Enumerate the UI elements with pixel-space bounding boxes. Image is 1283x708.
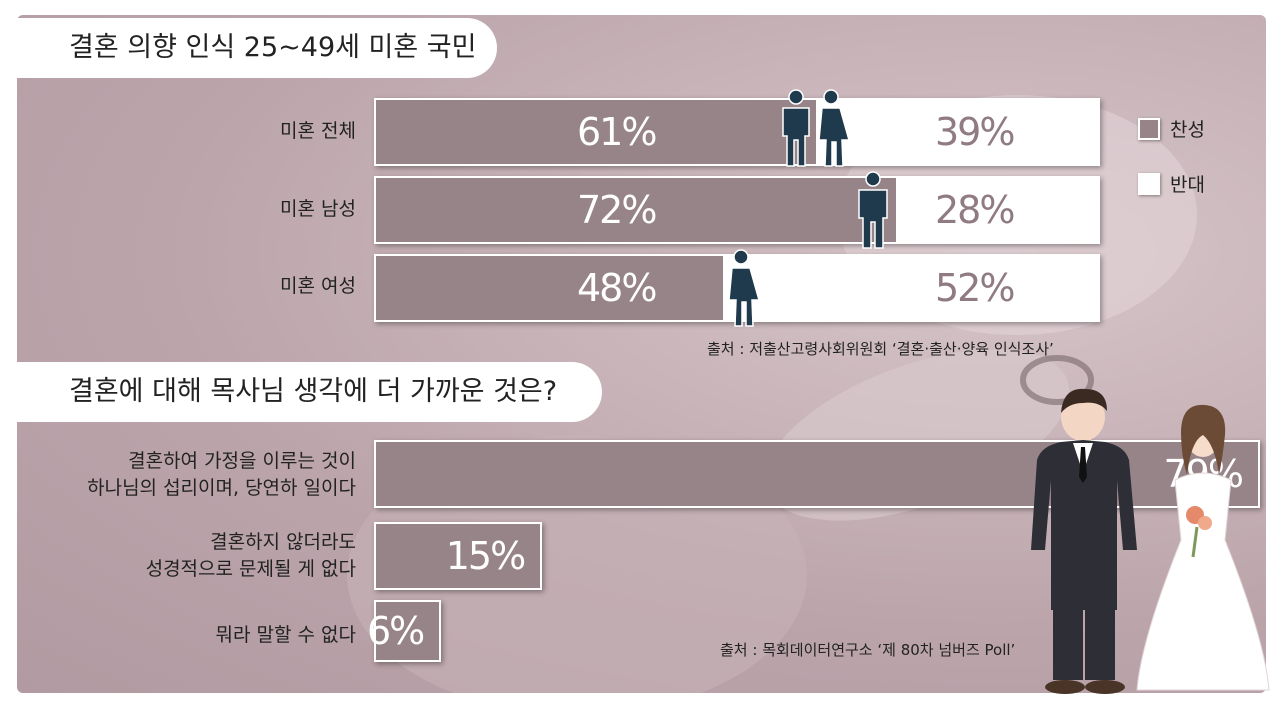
data-label-1: 15% [445,534,526,578]
row-label-providence-line1: 결혼하여 가정을 이루는 것이 [128,450,356,472]
bar-fill-1 [376,524,541,588]
legend-label-agree: 찬성 [1170,119,1205,141]
bar-fill-2 [376,602,440,660]
bar-1 [374,522,543,590]
woman-icon [728,249,760,327]
row-label-providence: 결혼하여 가정을 이루는 것이 하나님의 섭리이며, 당연하 일이다 [60,448,356,502]
stacked-bar-0 [374,98,1100,166]
section1-title: 결혼 의향 인식 25~49세 미혼 국민 [17,18,497,78]
bar-segment-disagree-0 [816,100,1098,164]
data-label-agree-1: 72% [577,188,657,232]
row-label-no-problem-line2: 성경적으로 문제될 게 없다 [145,558,356,580]
section2-title: 결혼에 대해 목사님 생각에 더 가까운 것은? [17,362,602,422]
man-icon [858,171,888,249]
data-label-disagree-2: 52% [935,266,1015,310]
section1-source: 출처 : 저출산고령사회위원회 ‘결혼·출산·양육 인식조사’ [707,340,1054,358]
data-label-agree-2: 48% [577,266,657,310]
row-label-total: 미혼 전체 [280,120,356,142]
row-label-undecided-line1: 뭐라 말할 수 없다 [215,624,356,646]
bar-2 [374,600,442,662]
row-label-men: 미혼 남성 [280,198,356,220]
data-label-disagree-1: 28% [935,188,1015,232]
legend-swatch-agree [1138,118,1160,140]
data-label-2: 6% [366,609,425,653]
bar-segment-disagree-1 [895,178,1098,242]
section2-source: 출처 : 목회데이터연구소 ‘제 80차 넘버즈 Poll’ [720,641,1016,659]
bar-segment-agree-1 [376,178,896,242]
data-label-disagree-0: 39% [935,110,1015,154]
bar-segment-disagree-2 [722,256,1098,320]
row-label-no-problem-line1: 결혼하지 않더라도 [210,531,356,553]
man-woman-icon [782,89,850,167]
wedding-couple-illustration [1031,388,1270,694]
row-label-providence-line2: 하나님의 섭리이며, 당연하 일이다 [87,477,356,499]
legend-label-disagree: 반대 [1170,174,1205,196]
bar-segment-agree-0 [376,100,817,164]
data-label-agree-0: 61% [577,110,657,154]
row-label-women: 미혼 여성 [280,275,356,297]
stacked-bar-1 [374,176,1100,244]
legend-swatch-disagree [1138,173,1160,195]
row-label-no-problem: 결혼하지 않더라도 성경적으로 문제될 게 없다 [60,529,356,583]
row-label-undecided: 뭐라 말할 수 없다 [60,622,356,649]
bar-segment-agree-2 [376,256,723,320]
